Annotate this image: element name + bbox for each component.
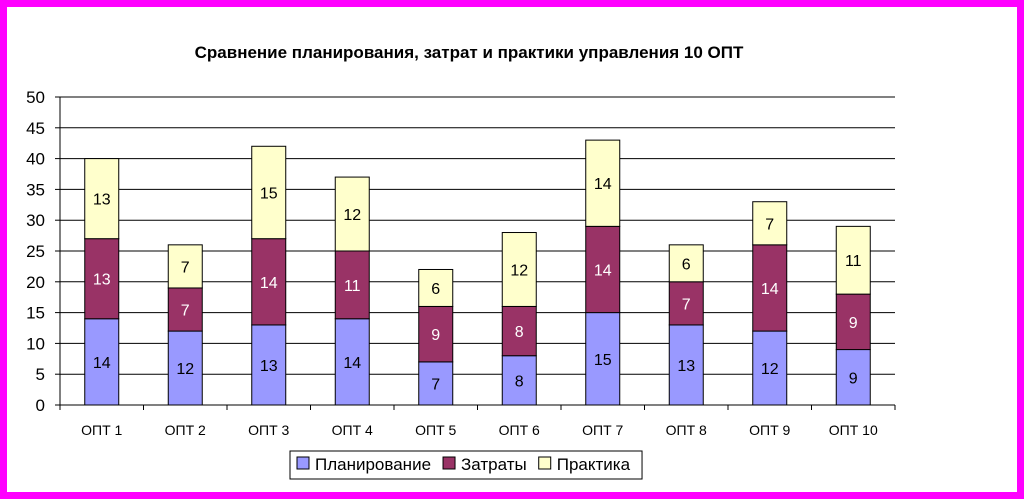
data-label: 14 [260,275,278,292]
y-tick-label: 35 [26,180,45,199]
data-label: 14 [343,355,361,372]
bar-segment [752,201,788,246]
bar-segment [835,225,871,295]
data-label: 7 [431,376,440,393]
bar-segment [167,244,203,289]
legend-label: Затраты [461,455,527,474]
bar-segment [668,244,704,283]
bar-segment [251,145,287,240]
data-label: 13 [93,272,111,289]
bar-segment [84,158,120,240]
data-label: 12 [761,361,779,378]
y-tick-label: 40 [26,150,45,169]
legend-label: Практика [557,455,631,474]
y-tick-label: 20 [26,273,45,292]
legend: Планирование Затраты Практика [289,450,643,480]
data-label: 8 [515,373,524,390]
y-axis-ticks: 0 5 10 15 20 25 30 35 40 45 50 [26,88,60,415]
data-label: 13 [677,358,695,375]
bar-segment [752,244,788,332]
data-label: 7 [765,216,774,233]
y-tick-label: 15 [26,304,45,323]
bars: 14 13 13 12 7 7 13 14 15 14 11 12 7 9 6 8 8 12 15 14 14 13 7 6 1… [84,139,871,406]
y-tick-label: 30 [26,211,45,230]
x-tick-label: ОПТ 10 [829,422,878,438]
data-label: 9 [431,327,440,344]
bar-segment [501,232,537,307]
x-tick-label: ОПТ 8 [666,422,707,438]
bar-segment [84,238,120,320]
data-label: 6 [431,281,440,298]
y-tick-label: 10 [26,334,45,353]
x-tick-label: ОПТ 2 [165,422,206,438]
bar-segment [334,250,370,320]
data-label: 13 [93,192,111,209]
x-tick-label: ОПТ 1 [81,422,122,438]
bar-segment [418,268,454,307]
y-tick-label: 45 [26,119,45,138]
bar-segment [585,312,621,406]
data-label: 6 [682,256,691,273]
data-label: 11 [845,253,862,270]
data-label: 13 [260,358,278,375]
data-label: 7 [181,259,190,276]
y-tick-label: 25 [26,242,45,261]
x-tick-label: ОПТ 4 [332,422,373,438]
data-label: 12 [176,361,194,378]
x-tick-label: ОПТ 5 [415,422,456,438]
data-label: 9 [849,315,858,332]
legend-box [289,450,643,480]
bar-segment [835,293,871,351]
x-tick-label: ОПТ 3 [248,422,289,438]
x-tick-label: ОПТ 9 [749,422,790,438]
legend-label: Планирование [315,455,431,474]
y-tick-label: 5 [36,365,45,384]
bar-segment [167,330,203,406]
y-tick-label: 50 [26,88,45,107]
bar-segment [167,287,203,332]
y-tick-label: 0 [36,396,45,415]
x-tick-label: ОПТ 6 [499,422,540,438]
chart-title: Сравнение планирования, затрат и практик… [195,43,744,62]
x-axis-ticks: ОПТ 1 ОПТ 2 ОПТ 3 ОПТ 4 ОПТ 5 ОПТ 6 ОПТ 7 ОПТ 8… [59,405,896,438]
data-label: 12 [510,262,528,279]
data-label: 15 [594,352,612,369]
bar-segment [84,318,120,406]
bar-segment [585,139,621,227]
data-label: 7 [181,303,190,320]
data-label: 11 [344,278,361,295]
data-label: 14 [594,176,612,193]
bar-segment [251,238,287,326]
legend-swatch [442,456,456,470]
legend-swatch [538,456,552,470]
bar-segment [835,349,871,406]
data-label: 7 [682,296,691,313]
data-label: 14 [93,355,111,372]
data-label: 12 [343,207,361,224]
data-label: 14 [594,262,612,279]
data-label: 8 [515,324,524,341]
legend-swatch [296,456,310,470]
data-label: 9 [849,370,858,387]
data-label: 15 [260,185,278,202]
bar-segment [334,176,370,252]
data-label: 14 [761,281,779,298]
x-tick-label: ОПТ 7 [582,422,623,438]
